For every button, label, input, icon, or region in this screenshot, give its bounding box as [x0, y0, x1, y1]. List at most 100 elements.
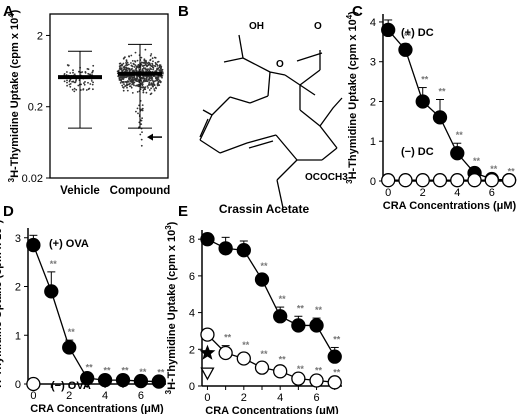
panel-a-data-point — [66, 84, 68, 87]
panel-a-data-point — [119, 66, 121, 69]
panel-letter-a: A — [3, 3, 14, 20]
label-minus-dc: (−) DC — [401, 146, 434, 158]
panel-a-data-point — [153, 84, 156, 86]
panel-e-chart: 0 2 4 6 0 2 4 6 8 CRA Concentrations (μM) 3H-Thymi… — [164, 221, 342, 414]
panel-a-data-point — [127, 63, 130, 66]
panel-a-data-point — [77, 84, 80, 87]
panel-a-data-point — [122, 89, 125, 92]
panel-c-data-point — [450, 146, 465, 161]
panel-a-data-point — [130, 86, 133, 89]
panel-a-data-point — [151, 76, 153, 79]
panel-d-y-axis-title: 3H-Thymidine Uptake (cpm x 104) — [0, 219, 4, 392]
panel-a-data-point — [146, 85, 149, 87]
panel-a-data-point — [69, 85, 72, 88]
panel-a-data-point — [80, 71, 82, 74]
panel-a-data-point — [149, 93, 152, 96]
panel-a-data-point — [133, 81, 136, 84]
panel-a-data-point — [161, 76, 163, 79]
panel-a-data-point — [129, 80, 132, 83]
panel-a-data-point — [151, 63, 154, 65]
panel-a-data-point — [87, 88, 90, 91]
panel-a-data-point — [131, 79, 134, 82]
panel-c-x-tick-label: 0 — [385, 187, 391, 199]
panel-a-data-point — [143, 58, 146, 61]
panel-c-data-point — [432, 110, 448, 125]
panel-a-data-point — [140, 123, 143, 125]
structure-caption: Crassin Acetate — [219, 202, 310, 216]
panel-e-data-point — [327, 375, 342, 390]
panel-a-data-point — [87, 81, 89, 84]
panel-e-data-point — [236, 351, 251, 366]
panel-e-x-axis-title: CRA Concentrations (μM) — [205, 405, 339, 414]
panel-a-data-point — [126, 64, 129, 66]
panel-a-data-point — [146, 62, 149, 65]
panel-a-data-point — [153, 56, 156, 59]
panel-a-data-point — [158, 69, 161, 71]
panel-a-data-point — [152, 81, 155, 84]
panel-a-data-point — [156, 68, 158, 71]
panel-a-data-point — [120, 67, 123, 70]
panel-a-data-point — [144, 69, 147, 71]
panel-a-data-point — [137, 66, 140, 69]
panel-a-data-point — [129, 85, 132, 87]
panel-a-data-point — [147, 61, 150, 64]
panel-a-data-point — [117, 75, 120, 78]
label-plus-dc: (+) DC — [401, 27, 434, 39]
panel-a-data-point — [135, 67, 138, 70]
panel-a-data-point — [73, 90, 76, 93]
panel-a-arrow-head — [147, 133, 153, 141]
panel-letter-d: D — [3, 203, 14, 220]
panel-a-data-point — [141, 69, 144, 72]
panel-c-data-point — [381, 22, 396, 38]
panel-a-data-point — [144, 67, 147, 70]
panel-a-data-point — [139, 133, 142, 136]
panel-a-data-point — [133, 69, 135, 72]
panel-a-data-point — [156, 65, 159, 67]
panel-a-data-point — [160, 70, 163, 72]
panel-e-x-tick-label: 6 — [313, 392, 319, 404]
panel-a-data-point — [152, 60, 154, 63]
label-plus-ova: (+) OVA — [49, 238, 89, 250]
panel-d-data-point — [115, 372, 131, 388]
panel-a-data-point — [150, 68, 153, 71]
panel-a-data-point — [134, 51, 137, 54]
panel-a-data-point — [140, 144, 143, 147]
panel-a-data-point — [136, 59, 139, 62]
panel-a-data-point — [126, 89, 129, 92]
panel-a-data-point — [118, 76, 121, 79]
panel-e-x-tick-label: 2 — [241, 392, 247, 404]
panel-e-y-tick-label: 2 — [189, 344, 195, 356]
panel-a-data-point — [143, 67, 145, 70]
panel-c-x-tick-label: 4 — [454, 187, 460, 199]
panel-e-significance-label: ** — [279, 294, 287, 304]
panel-e-data-point — [309, 373, 324, 388]
panel-a-y-tick-label: 0.02 — [22, 173, 43, 185]
panel-a-data-point — [125, 66, 128, 69]
panel-a-data-point — [123, 83, 125, 86]
panel-a-data-point — [150, 83, 153, 85]
panel-a-data-point — [154, 86, 157, 89]
panel-a-data-point — [141, 109, 144, 112]
panel-e-significance-label: ** — [315, 366, 323, 376]
panel-a-data-point — [147, 75, 150, 78]
panel-c-x-tick-label: 2 — [420, 187, 426, 199]
panel-e-data-point — [236, 243, 251, 258]
panel-a-data-point — [156, 83, 159, 85]
panel-a-data-point — [153, 89, 156, 92]
panel-e-data-point — [327, 349, 342, 364]
panel-a-data-point — [120, 78, 123, 81]
panel-c-x-tick-label: 6 — [489, 187, 495, 199]
panel-a-data-point — [137, 75, 140, 78]
panel-a-data-point — [121, 64, 123, 67]
panel-a-data-point — [148, 69, 151, 71]
panel-d-x-tick-label: 0 — [30, 390, 36, 402]
panel-a-data-point — [85, 89, 88, 91]
panel-e-significance-label: ** — [333, 367, 341, 377]
panel-d-data-point — [151, 374, 166, 389]
panel-c-significance-label: ** — [490, 164, 498, 174]
panel-letter-e: E — [178, 203, 188, 220]
panel-a-data-point — [126, 86, 128, 89]
panel-a-data-point — [126, 61, 129, 64]
panel-a-y-tick-label: 2 — [37, 30, 43, 42]
